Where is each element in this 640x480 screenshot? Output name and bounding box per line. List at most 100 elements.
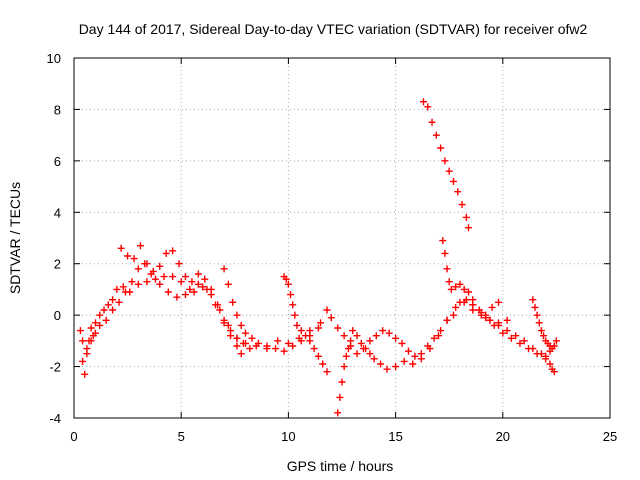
- data-point: [417, 350, 425, 358]
- data-point: [441, 249, 449, 257]
- data-point: [272, 345, 280, 353]
- data-point: [233, 311, 241, 319]
- data-point: [550, 368, 558, 376]
- data-point: [353, 332, 361, 340]
- data-point: [486, 316, 494, 324]
- data-point: [115, 298, 123, 306]
- data-point: [96, 321, 104, 329]
- series-arc-4: [220, 265, 331, 355]
- data-point: [516, 339, 524, 347]
- data-point: [456, 298, 464, 306]
- data-point: [201, 275, 209, 283]
- data-point: [323, 368, 331, 376]
- data-point: [488, 303, 496, 311]
- data-point: [190, 288, 198, 296]
- data-point: [449, 177, 457, 185]
- data-point: [302, 332, 310, 340]
- data-point: [306, 337, 314, 345]
- data-point: [548, 345, 556, 353]
- data-point: [334, 409, 342, 417]
- series-arc-1: [76, 273, 245, 378]
- data-point: [334, 324, 342, 332]
- data-point: [462, 213, 470, 221]
- data-point: [289, 342, 297, 350]
- data-point: [113, 285, 121, 293]
- data-point: [143, 260, 151, 268]
- data-point: [181, 291, 189, 299]
- x-tick-label: 20: [496, 429, 510, 444]
- data-point: [411, 352, 419, 360]
- data-point: [91, 319, 99, 327]
- data-point: [310, 345, 318, 353]
- data-point: [447, 285, 455, 293]
- data-point: [445, 278, 453, 286]
- data-point: [377, 360, 385, 368]
- data-point: [439, 237, 447, 245]
- y-tick-label: 6: [54, 154, 61, 169]
- data-point: [175, 260, 183, 268]
- data-point: [540, 332, 548, 340]
- data-point: [336, 393, 344, 401]
- data-point: [443, 265, 451, 273]
- y-tick-label: 4: [54, 205, 61, 220]
- data-point: [109, 296, 117, 304]
- data-point: [419, 98, 427, 106]
- data-point: [96, 311, 104, 319]
- data-point: [289, 301, 297, 309]
- y-tick-label: -2: [49, 360, 61, 375]
- x-tick-label: 10: [281, 429, 295, 444]
- x-tick-label: 0: [70, 429, 77, 444]
- data-point: [121, 288, 129, 296]
- data-point: [207, 285, 215, 293]
- data-point: [284, 280, 292, 288]
- data-point: [437, 144, 445, 152]
- data-point: [169, 273, 177, 281]
- data-point: [143, 278, 151, 286]
- y-tick-label: 8: [54, 102, 61, 117]
- series-arc-8: [419, 98, 472, 232]
- data-point: [109, 306, 117, 314]
- axis-ticks: 0 5 10 15 20 25 -4 -2 0 2 4 6 8 10: [47, 51, 618, 444]
- y-tick-label: 2: [54, 257, 61, 272]
- data-point: [460, 285, 468, 293]
- data-point: [79, 337, 87, 345]
- data-point: [357, 339, 365, 347]
- data-point: [392, 334, 400, 342]
- x-axis-label: GPS time / hours: [287, 458, 394, 474]
- data-point: [229, 298, 237, 306]
- data-point: [424, 103, 432, 111]
- data-point: [340, 363, 348, 371]
- data-point: [87, 337, 95, 345]
- data-point: [169, 247, 177, 255]
- data-point: [552, 337, 560, 345]
- data-point: [291, 311, 299, 319]
- data-point: [533, 311, 541, 319]
- data-point: [164, 288, 172, 296]
- data-point: [160, 273, 168, 281]
- data-point: [199, 283, 207, 291]
- data-point: [81, 370, 89, 378]
- data-point: [379, 327, 387, 335]
- data-point: [546, 360, 554, 368]
- data-point: [490, 321, 498, 329]
- data-point: [428, 118, 436, 126]
- data-point: [533, 350, 541, 358]
- data-point: [91, 329, 99, 337]
- data-points: [76, 98, 560, 417]
- data-point: [529, 296, 537, 304]
- series-arc-12: [529, 296, 556, 353]
- data-point: [400, 357, 408, 365]
- data-point: [542, 355, 550, 363]
- data-point: [370, 355, 378, 363]
- data-point: [233, 334, 241, 342]
- data-point: [449, 311, 457, 319]
- data-point: [342, 352, 350, 360]
- data-point: [520, 337, 528, 345]
- data-point: [214, 301, 222, 309]
- y-tick-label: 0: [54, 308, 61, 323]
- data-point: [430, 334, 438, 342]
- data-point: [151, 275, 159, 283]
- data-point: [237, 350, 245, 358]
- data-point: [347, 342, 355, 350]
